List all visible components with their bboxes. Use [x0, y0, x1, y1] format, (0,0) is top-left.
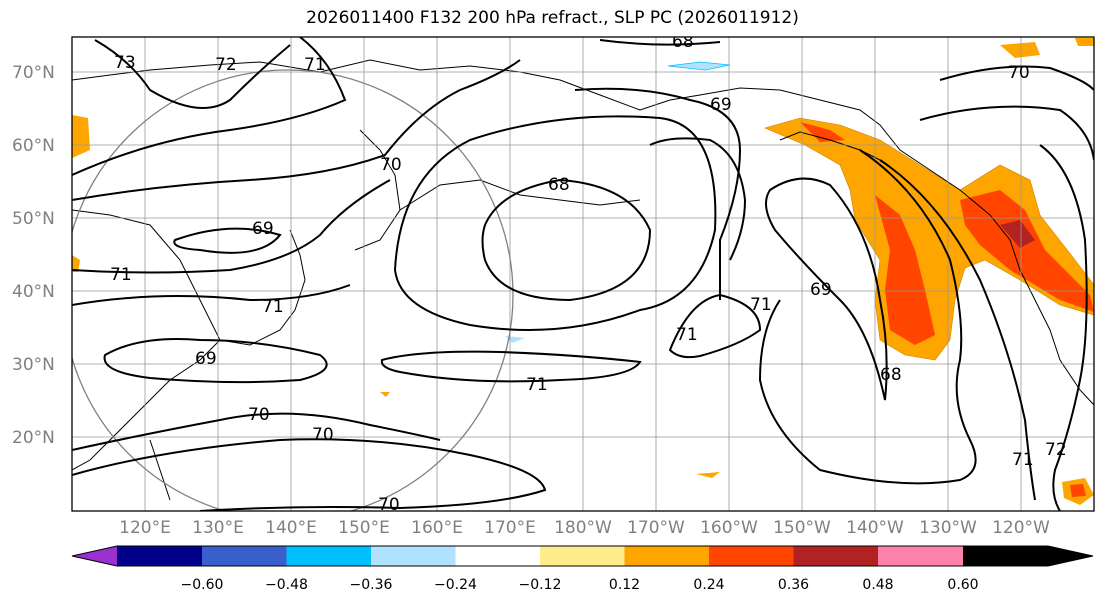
map-title: 2026011400 F132 200 hPa refract., SLP PC… — [306, 8, 799, 28]
anomaly-shade — [667, 61, 731, 71]
contour-label: 68 — [880, 365, 902, 385]
colorbar-segment — [709, 546, 794, 566]
anomaly-shade — [764, 117, 1094, 361]
lon-label: 160°E — [411, 518, 463, 538]
colorbar-segment — [624, 546, 709, 566]
contour-label: 71 — [1012, 450, 1034, 470]
contour-label: 70 — [312, 425, 334, 445]
colorbar-segment — [371, 546, 456, 566]
anomaly-shade — [696, 472, 720, 478]
lat-label: 40°N — [12, 282, 55, 302]
anomaly-shade — [1000, 220, 1035, 248]
contour-label: 70 — [380, 155, 402, 175]
graticule — [72, 37, 1094, 511]
longitude-labels: 120°E 130°E 140°E 150°E 160°E 170°E 180°… — [119, 518, 1050, 538]
contour-label: 68 — [548, 175, 570, 195]
lat-label: 60°N — [12, 136, 55, 156]
contour-label: 71 — [750, 295, 772, 315]
lon-label: 140°W — [846, 518, 904, 538]
colorbar-segment — [793, 546, 878, 566]
contour-label: 69 — [252, 219, 274, 239]
colorbar-tick: 0.36 — [778, 577, 809, 593]
contour-label: 71 — [110, 265, 132, 285]
contour-label: 68 — [672, 32, 694, 52]
anomaly-shade — [1075, 38, 1094, 46]
contour-label: 70 — [248, 405, 270, 425]
lat-label: 50°N — [12, 209, 55, 229]
anomaly-shade — [960, 190, 1094, 312]
contour-label: 70 — [378, 495, 400, 515]
contour-label: 73 — [114, 53, 136, 73]
contour-label: 71 — [676, 325, 698, 345]
colorbar-tick: −0.60 — [181, 577, 224, 593]
latitude-labels: 70°N 60°N 50°N 40°N 30°N 20°N — [12, 63, 55, 448]
contour-label: 72 — [215, 55, 237, 75]
colorbar-tick: −0.48 — [265, 577, 308, 593]
colorbar-segment — [455, 546, 540, 566]
colorbar-tick: 0.48 — [862, 577, 893, 593]
colorbar-tick: −0.12 — [519, 577, 562, 593]
colorbar-tick: 0.60 — [947, 577, 978, 593]
colorbar-segment — [72, 546, 117, 566]
colorbar: −0.60 −0.48 −0.36 −0.24 −0.12 0.12 0.24 … — [71, 545, 1094, 593]
colorbar-tick: 0.12 — [609, 577, 640, 593]
anomaly-shade — [800, 122, 845, 142]
lon-label: 150°W — [773, 518, 831, 538]
colorbar-segment — [963, 546, 1093, 566]
colorbar-segment — [117, 546, 202, 566]
lon-label: 130°E — [192, 518, 244, 538]
contour-label: 71 — [526, 375, 548, 395]
colorbar-segment — [540, 546, 625, 566]
anomaly-shade — [1070, 484, 1086, 497]
lon-label: 150°E — [338, 518, 390, 538]
colorbar-tick: −0.36 — [350, 577, 393, 593]
contour-layer — [72, 37, 1094, 511]
contour-label: 69 — [195, 349, 217, 369]
lon-label: 130°W — [919, 518, 977, 538]
lat-label: 70°N — [12, 63, 55, 83]
plot-frame — [71, 36, 1095, 512]
contour-labels: 73 72 71 70 69 71 71 69 70 70 70 68 68 6… — [110, 32, 1067, 515]
colorbar-segment — [202, 546, 287, 566]
contour-label: 70 — [1008, 63, 1030, 83]
anomaly-shade — [72, 255, 80, 272]
colorbar-segment — [286, 546, 371, 566]
anomaly-shade — [380, 392, 390, 397]
lon-label: 170°W — [627, 518, 685, 538]
colorbar-tick: −0.24 — [434, 577, 477, 593]
contour-label: 71 — [262, 297, 284, 317]
lon-label: 120°E — [119, 518, 171, 538]
lon-label: 140°E — [265, 518, 317, 538]
range-circle — [72, 69, 514, 511]
lat-label: 20°N — [12, 428, 55, 448]
colorbar-ticks: −0.60 −0.48 −0.36 −0.24 −0.12 0.12 0.24 … — [181, 577, 979, 593]
lon-label: 160°W — [700, 518, 758, 538]
lon-label: 180°W — [554, 518, 612, 538]
shading-layer — [72, 38, 1094, 505]
lon-label: 170°E — [484, 518, 536, 538]
contour-label: 72 — [1045, 440, 1067, 460]
lat-label: 30°N — [12, 355, 55, 375]
anomaly-shade — [1000, 42, 1040, 58]
contour-label: 71 — [304, 55, 326, 75]
anomaly-shade — [875, 195, 935, 345]
colorbar-segment — [878, 546, 963, 566]
anomaly-shade — [72, 115, 90, 158]
lon-label: 120°W — [992, 518, 1050, 538]
contour-label: 69 — [810, 280, 832, 300]
colorbar-tick: 0.24 — [693, 577, 724, 593]
colorbar-outline — [71, 545, 1094, 567]
contour-label: 69 — [710, 95, 732, 115]
